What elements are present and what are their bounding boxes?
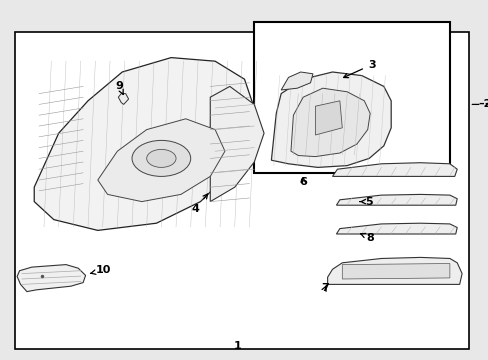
- Bar: [15, 32, 468, 349]
- Ellipse shape: [132, 140, 190, 176]
- Polygon shape: [342, 264, 449, 279]
- Polygon shape: [336, 223, 456, 234]
- Polygon shape: [98, 119, 224, 202]
- Text: 8: 8: [360, 233, 373, 243]
- Polygon shape: [290, 88, 369, 157]
- Bar: [254, 22, 449, 173]
- Polygon shape: [17, 265, 85, 292]
- Polygon shape: [281, 72, 312, 90]
- Text: 9: 9: [115, 81, 123, 94]
- Polygon shape: [315, 101, 342, 135]
- Polygon shape: [336, 194, 456, 205]
- Polygon shape: [271, 72, 390, 167]
- Polygon shape: [327, 257, 461, 284]
- Polygon shape: [118, 94, 128, 104]
- Ellipse shape: [146, 149, 176, 167]
- Text: 7: 7: [321, 283, 328, 293]
- Text: 6: 6: [299, 177, 306, 187]
- Text: –2: –2: [477, 99, 488, 109]
- Polygon shape: [210, 86, 264, 202]
- Text: –2: –2: [483, 99, 488, 109]
- Text: 5: 5: [359, 197, 372, 207]
- Text: 10: 10: [90, 265, 111, 275]
- Text: 4: 4: [191, 194, 207, 214]
- Polygon shape: [332, 163, 456, 176]
- Text: 1: 1: [233, 341, 241, 351]
- Polygon shape: [34, 58, 254, 230]
- Text: 3: 3: [343, 60, 375, 78]
